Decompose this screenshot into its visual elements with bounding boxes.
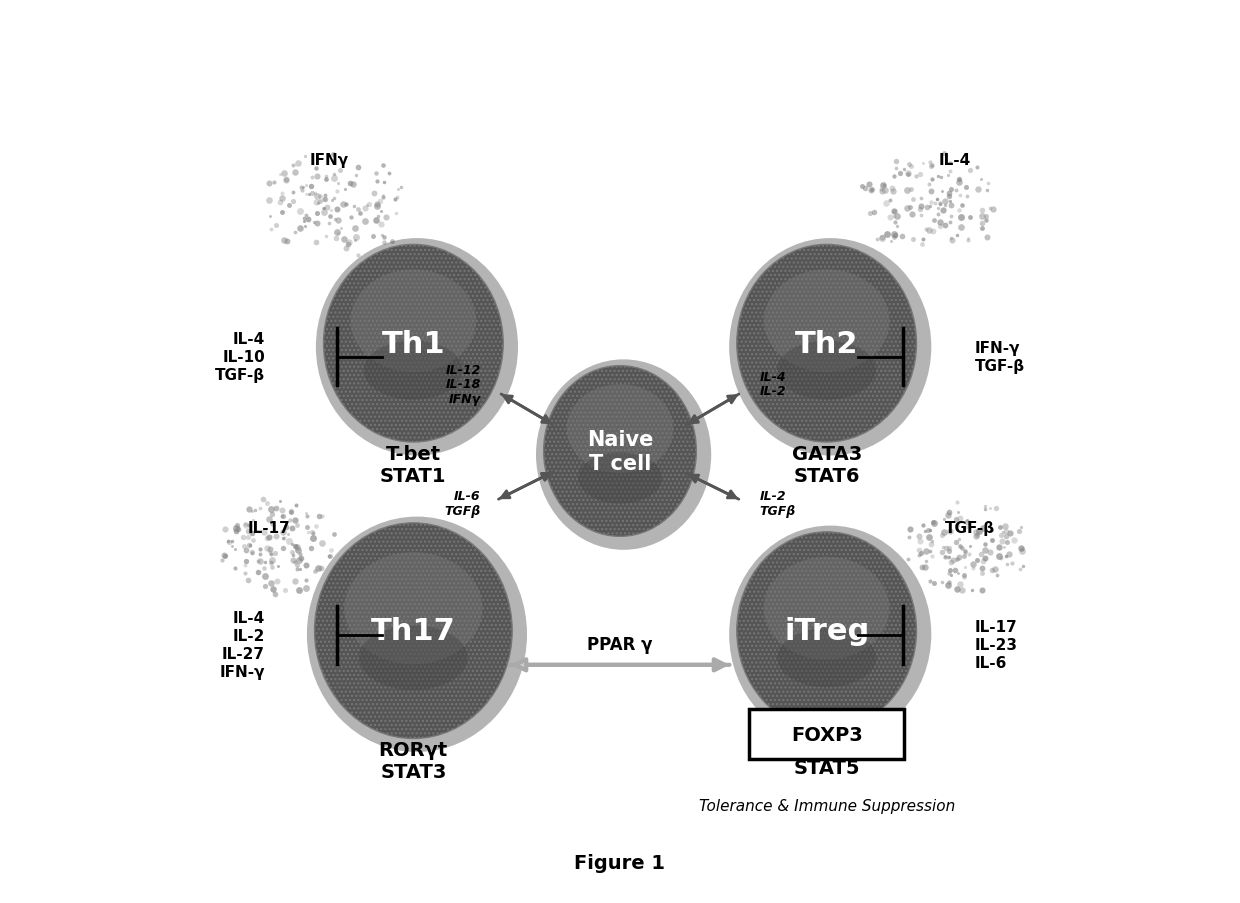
Ellipse shape xyxy=(324,245,503,442)
Ellipse shape xyxy=(729,238,931,456)
Text: IL-4
IL-2
IL-27
IFN-γ: IL-4 IL-2 IL-27 IFN-γ xyxy=(219,610,265,679)
Text: IL-6
TGFβ: IL-6 TGFβ xyxy=(444,489,481,517)
Ellipse shape xyxy=(351,270,476,373)
Ellipse shape xyxy=(737,532,916,730)
Text: FOXP3: FOXP3 xyxy=(791,725,863,744)
Text: PPAR γ: PPAR γ xyxy=(588,636,652,654)
Ellipse shape xyxy=(345,553,482,665)
Text: Th1: Th1 xyxy=(382,330,445,358)
Ellipse shape xyxy=(360,626,467,690)
Text: RORγt
STAT3: RORγt STAT3 xyxy=(378,740,448,782)
Text: Tolerance & Immune Suppression: Tolerance & Immune Suppression xyxy=(698,798,955,814)
Text: IFNγ: IFNγ xyxy=(310,153,350,167)
Text: STAT5: STAT5 xyxy=(794,758,859,777)
Ellipse shape xyxy=(567,385,673,473)
Text: Figure 1: Figure 1 xyxy=(574,853,666,872)
Ellipse shape xyxy=(737,245,916,442)
Text: IFN-γ
TGF-β: IFN-γ TGF-β xyxy=(975,340,1025,374)
Text: Naive
T cell: Naive T cell xyxy=(587,430,653,473)
Text: IL-4
IL-2: IL-4 IL-2 xyxy=(759,370,786,398)
Text: Th17: Th17 xyxy=(371,617,456,646)
Text: TGF-β: TGF-β xyxy=(945,520,996,535)
Ellipse shape xyxy=(777,628,875,687)
Ellipse shape xyxy=(315,524,512,739)
Text: IL-17
IL-23
IL-6: IL-17 IL-23 IL-6 xyxy=(975,619,1018,670)
Ellipse shape xyxy=(316,238,518,456)
Text: IL-4: IL-4 xyxy=(939,153,971,167)
Ellipse shape xyxy=(536,360,712,550)
Text: IL-12
IL-18
IFNγ: IL-12 IL-18 IFNγ xyxy=(445,363,481,405)
Ellipse shape xyxy=(578,452,662,504)
Ellipse shape xyxy=(777,341,875,400)
Ellipse shape xyxy=(764,557,889,660)
Text: T-bet
STAT1: T-bet STAT1 xyxy=(381,444,446,486)
Text: IL-2
TGFβ: IL-2 TGFβ xyxy=(759,489,796,517)
Ellipse shape xyxy=(729,526,931,743)
Text: IL-17: IL-17 xyxy=(247,520,290,535)
Ellipse shape xyxy=(543,367,697,536)
Text: Th2: Th2 xyxy=(795,330,858,358)
Ellipse shape xyxy=(306,517,527,752)
FancyBboxPatch shape xyxy=(749,709,904,759)
Text: iTreg: iTreg xyxy=(784,617,869,646)
Ellipse shape xyxy=(764,270,889,373)
Text: IL-4
IL-10
TGF-β: IL-4 IL-10 TGF-β xyxy=(215,331,265,383)
Text: GATA3
STAT6: GATA3 STAT6 xyxy=(791,444,862,486)
Ellipse shape xyxy=(365,341,463,400)
